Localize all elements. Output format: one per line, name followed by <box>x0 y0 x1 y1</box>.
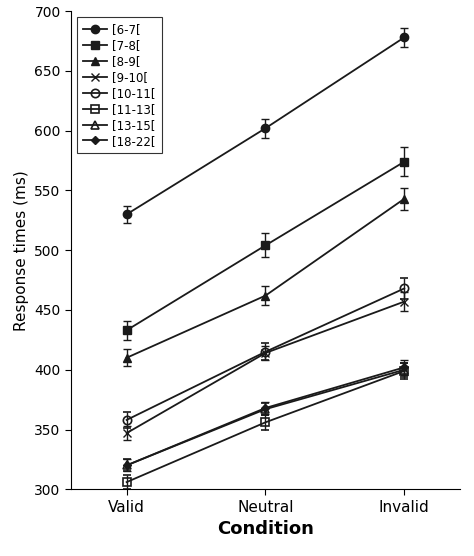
Legend: [6-7[, [7-8[, [8-9[, [9-10[, [10-11[, [11-13[, [13-15[, [18-22[: [6-7[, [7-8[, [8-9[, [9-10[, [10-11[, [1… <box>77 17 162 153</box>
X-axis label: Condition: Condition <box>217 520 314 538</box>
Y-axis label: Response times (ms): Response times (ms) <box>14 170 29 331</box>
